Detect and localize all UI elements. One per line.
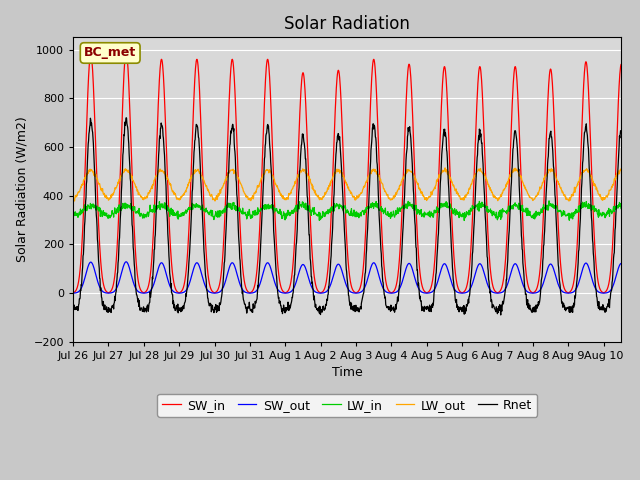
SW_out — [342, 280, 349, 286]
Rnet — [342, 248, 349, 253]
Legend: SW_in, SW_out, LW_in, LW_out, Rnet: SW_in, SW_out, LW_in, LW_out, Rnet — [157, 394, 537, 417]
SW_in — [573, 250, 580, 256]
LW_in — [157, 204, 165, 210]
Title: Solar Radiation: Solar Radiation — [284, 15, 410, 33]
Line: Rnet: Rnet — [73, 118, 639, 315]
SW_out — [331, 268, 339, 274]
Rnet — [69, 304, 77, 310]
SW_in — [331, 117, 339, 123]
SW_in — [342, 212, 349, 218]
SW_out — [69, 290, 77, 296]
SW_in — [122, 49, 130, 55]
Rnet — [635, 307, 640, 313]
LW_in — [341, 203, 349, 209]
Rnet — [497, 312, 504, 318]
LW_in — [69, 212, 77, 217]
LW_out — [573, 184, 580, 190]
Line: LW_out: LW_out — [73, 168, 639, 210]
LW_out — [341, 177, 349, 183]
Rnet — [573, 276, 581, 282]
Rnet — [490, 303, 497, 309]
Line: SW_out: SW_out — [73, 262, 639, 293]
SW_out — [122, 259, 130, 264]
SW_out — [628, 288, 636, 293]
SW_out — [635, 290, 640, 296]
LW_out — [628, 187, 636, 193]
SW_in — [69, 290, 77, 296]
Rnet — [331, 172, 339, 178]
SW_in — [158, 57, 166, 63]
LW_in — [490, 212, 497, 217]
X-axis label: Time: Time — [332, 367, 363, 380]
SW_out — [490, 290, 497, 296]
LW_in — [619, 198, 627, 204]
Text: BC_met: BC_met — [84, 47, 136, 60]
SW_in — [628, 268, 636, 274]
LW_in — [635, 225, 640, 230]
LW_out — [69, 198, 77, 204]
Y-axis label: Solar Radiation (W/m2): Solar Radiation (W/m2) — [15, 117, 28, 263]
LW_in — [628, 206, 636, 212]
Line: SW_in: SW_in — [73, 52, 639, 293]
Rnet — [158, 122, 166, 128]
Rnet — [628, 294, 636, 300]
LW_out — [331, 169, 339, 175]
LW_out — [157, 168, 165, 174]
LW_out — [441, 165, 449, 171]
LW_out — [490, 192, 497, 198]
LW_in — [573, 209, 580, 215]
LW_in — [331, 201, 339, 206]
SW_out — [573, 285, 580, 291]
Line: LW_in: LW_in — [73, 201, 639, 228]
SW_in — [490, 286, 497, 292]
SW_out — [158, 260, 166, 266]
LW_out — [635, 207, 640, 213]
Rnet — [122, 115, 130, 120]
SW_in — [635, 290, 640, 296]
